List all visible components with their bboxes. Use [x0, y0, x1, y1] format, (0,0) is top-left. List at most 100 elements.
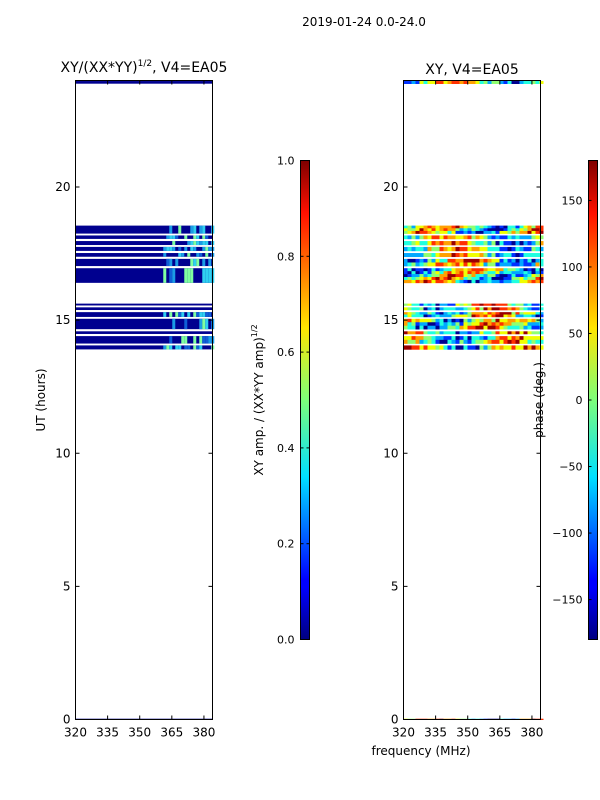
phase-cell — [483, 228, 488, 232]
phase-cell — [487, 81, 492, 84]
phase-cell — [503, 228, 508, 232]
phase-cell — [523, 307, 528, 311]
phase-cell — [407, 345, 412, 350]
phase-cell — [423, 235, 428, 240]
phase-cell — [431, 276, 436, 281]
phase-cell — [499, 279, 504, 284]
phase-cell — [423, 325, 428, 330]
phase-cell — [415, 230, 420, 234]
phase-cell — [447, 325, 452, 330]
phase-cell — [407, 228, 412, 232]
phase-cell — [495, 339, 500, 344]
phase-cell — [415, 274, 420, 278]
phase-cell — [487, 262, 492, 267]
phase-cell — [487, 274, 492, 278]
phase-cell — [483, 314, 488, 318]
phase-ytick-label: 20 — [383, 180, 398, 194]
phase-cell — [431, 322, 436, 327]
amplitude-cell — [196, 258, 200, 267]
amplitude-cell — [205, 318, 209, 330]
phase-cell — [463, 331, 468, 335]
phase-cell — [535, 271, 540, 275]
amplitude-cell — [202, 268, 206, 283]
amplitude-cell — [190, 258, 194, 267]
phase-cell — [531, 228, 536, 232]
phase-cell — [411, 336, 416, 341]
phase-cell — [483, 274, 488, 278]
amplitude-cell — [202, 241, 206, 246]
phase-cell — [419, 262, 424, 267]
phase-cell — [467, 235, 472, 240]
phase-cell — [439, 345, 444, 350]
phase-cell — [463, 268, 468, 272]
phase-cell — [479, 235, 484, 240]
phase-cell — [499, 258, 504, 263]
phase-cell — [535, 314, 540, 318]
phase-cell — [471, 258, 476, 263]
phase-cell — [475, 230, 480, 234]
phase-cell — [427, 318, 432, 323]
phase-cell — [463, 225, 468, 229]
phase-cell — [507, 322, 512, 327]
phase-cell — [491, 314, 496, 318]
phase-cell — [479, 307, 484, 311]
phase-cell — [507, 279, 512, 284]
phase-cell — [435, 253, 440, 258]
amplitude-cell — [190, 241, 194, 246]
phase-cell — [499, 274, 504, 278]
phase-cell — [511, 274, 516, 278]
phase-cell — [443, 81, 448, 84]
phase-cell — [455, 279, 460, 284]
phase-cell — [459, 322, 464, 327]
phase-cell — [531, 258, 536, 263]
amplitude-band — [75, 253, 213, 257]
phase-cell — [459, 262, 464, 267]
amplitude-cell — [187, 241, 191, 246]
phase-cell — [427, 253, 432, 258]
phase-cell — [467, 274, 472, 278]
phase-cell — [519, 314, 524, 318]
phase-cell — [403, 331, 408, 335]
amplitude-cell — [199, 253, 203, 257]
phase-cell — [443, 228, 448, 232]
phase-cell — [515, 241, 520, 246]
phase-cell — [503, 339, 508, 344]
phase-cell — [495, 258, 500, 263]
amplitude-cell — [205, 235, 209, 239]
phase-cell — [411, 253, 416, 258]
phase-cell — [535, 225, 540, 229]
phase-cell — [499, 307, 504, 311]
phase-cell — [403, 314, 408, 318]
phase-cell — [455, 262, 460, 267]
phase-cell — [475, 339, 480, 344]
amplitude-cell — [205, 336, 209, 344]
phase-cell — [467, 246, 472, 252]
amplitude-cell — [193, 241, 197, 246]
phase-cell — [495, 318, 500, 323]
amplitude-band — [75, 331, 213, 334]
phase-cell — [427, 262, 432, 267]
amplitude-cell — [193, 246, 197, 251]
phase-cell — [475, 225, 480, 229]
phase-cell — [427, 325, 432, 330]
phase-cell — [539, 230, 544, 234]
phase-cell — [499, 228, 504, 232]
phase-cell — [455, 314, 460, 318]
phase-cell — [467, 258, 472, 263]
amplitude-cell — [181, 336, 185, 344]
phase-cell — [511, 271, 516, 275]
phase-cell — [455, 276, 460, 281]
phase-cell — [467, 230, 472, 234]
phase-cell — [459, 241, 464, 246]
phase-cell — [523, 345, 528, 350]
phase-cell — [495, 325, 500, 330]
phase-cell — [411, 345, 416, 350]
phase-cell — [539, 262, 544, 267]
phase-cell — [459, 314, 464, 318]
phase-cell — [507, 230, 512, 234]
phase-cell — [483, 339, 488, 344]
phase-cell — [403, 225, 408, 229]
phase-cell — [471, 225, 476, 229]
phase-cell — [435, 339, 440, 344]
phase-cell — [435, 318, 440, 323]
